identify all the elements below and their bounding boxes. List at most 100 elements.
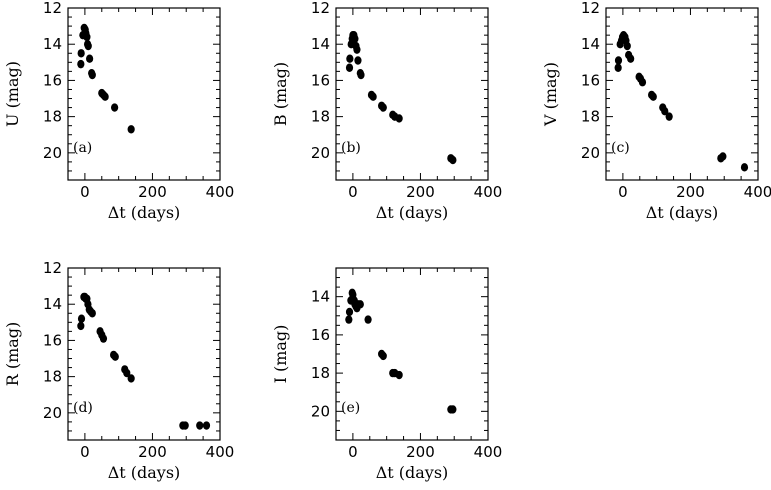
data-point: [623, 41, 631, 51]
y-tick-label: 20: [311, 402, 330, 420]
y-axis-label: U (mag): [3, 61, 22, 127]
y-tick-label: 14: [311, 35, 330, 53]
x-tick-label: 200: [676, 183, 705, 201]
y-axis-label: V (mag): [541, 62, 560, 127]
y-tick-label: 16: [43, 331, 62, 349]
data-point: [353, 45, 361, 54]
data-point: [111, 352, 119, 361]
y-tick-label: 18: [311, 108, 330, 126]
y-tick-label: 12: [43, 0, 62, 17]
x-tick-label: 400: [206, 183, 235, 201]
data-point: [181, 421, 189, 430]
data-point: [84, 41, 92, 51]
x-axis-label: Δt (days): [108, 463, 181, 482]
x-tick-label: 0: [348, 183, 358, 201]
y-tick-label: 14: [43, 295, 62, 313]
data-point: [345, 315, 353, 324]
x-tick-label: 400: [474, 443, 503, 461]
y-tick-label: 16: [311, 326, 330, 344]
y-tick-label: 18: [43, 108, 62, 126]
y-tick-label: 16: [581, 71, 600, 89]
data-point: [127, 125, 135, 134]
x-tick-label: 0: [618, 183, 628, 201]
y-tick-label: 12: [581, 0, 600, 17]
plot-frame: [67, 7, 221, 181]
y-tick-label: 18: [43, 368, 62, 386]
y-axis-label: R (mag): [3, 322, 22, 387]
x-tick-label: 400: [206, 443, 235, 461]
data-point: [379, 103, 387, 112]
x-axis-label: Δt (days): [646, 203, 719, 222]
data-point: [88, 309, 96, 318]
data-point: [123, 368, 131, 378]
data-point: [364, 315, 372, 324]
data-point: [88, 70, 96, 80]
data-point: [111, 103, 119, 112]
data-point: [614, 63, 622, 72]
data-point: [627, 54, 635, 63]
panel-3: 0 200 400 12 14 16 18 20 Δt (days) V (mag) (c): [541, 0, 771, 222]
x-tick-label: 200: [406, 183, 435, 201]
data-point: [101, 92, 109, 101]
data-point: [449, 405, 457, 414]
y-tick-label: 12: [311, 0, 330, 17]
data-point: [665, 112, 673, 121]
data-point: [86, 54, 94, 63]
x-tick-label: 0: [80, 443, 90, 461]
data-point: [369, 92, 377, 101]
y-tick-label: 16: [43, 71, 62, 89]
y-tick-label: 20: [43, 404, 62, 422]
data-point: [357, 70, 365, 80]
x-axis-label: Δt (days): [376, 203, 449, 222]
data-point: [83, 32, 91, 42]
data-point: [395, 114, 403, 123]
plot-frame: [67, 267, 221, 441]
data-point: [638, 78, 647, 87]
panel-tag: (a): [73, 140, 92, 156]
data-point: [345, 63, 354, 72]
x-axis-label: Δt (days): [108, 203, 181, 222]
panel-2: 0 200 400 12 14 16 18 20 Δt (days) B (mag) (b): [271, 0, 502, 222]
y-tick-label: 20: [311, 144, 330, 162]
panel-4: 0 200 400 12 14 16 18 20 Δt (days) R (mag) (d): [3, 259, 234, 482]
x-tick-label: 200: [138, 183, 167, 201]
data-point: [77, 59, 85, 69]
panel-tag: (e): [341, 400, 360, 416]
panel-tag: (c): [611, 140, 630, 156]
plot-frame: [605, 7, 759, 181]
data-point: [719, 152, 727, 161]
data-point: [379, 351, 387, 361]
x-tick-label: 0: [348, 443, 358, 461]
panel-5: 0 200 400 14 16 18 20 Δt (days) I (mag) (e): [271, 267, 503, 482]
data-point: [99, 334, 108, 343]
data-point: [395, 370, 403, 380]
panel-1: 0 200 400 12 14 16 18 20 Δt (days) U (mag) (a): [3, 0, 234, 222]
x-tick-label: 400: [474, 183, 503, 201]
y-tick-label: 20: [43, 144, 62, 162]
x-tick-label: 400: [744, 183, 771, 201]
y-tick-label: 14: [43, 35, 62, 53]
panel-tag: (d): [73, 400, 93, 416]
y-tick-label: 14: [311, 288, 330, 306]
data-point: [77, 49, 85, 58]
y-tick-label: 20: [581, 144, 600, 162]
data-point: [649, 92, 657, 101]
x-axis-label: Δt (days): [376, 463, 449, 482]
data-point: [77, 321, 85, 331]
data-point: [202, 421, 211, 430]
data-point: [354, 56, 362, 65]
panel-tag: (b): [341, 140, 361, 156]
data-point: [345, 307, 354, 317]
y-tick-label: 18: [311, 364, 330, 382]
y-tick-label: 18: [581, 108, 600, 126]
y-axis-label: B (mag): [271, 62, 290, 126]
x-tick-label: 0: [80, 183, 90, 201]
y-tick-label: 16: [311, 71, 330, 89]
x-tick-label: 200: [138, 443, 167, 461]
data-point: [346, 54, 354, 63]
data-point: [196, 421, 204, 430]
data-point: [661, 107, 669, 116]
plot-frame: [335, 7, 489, 181]
data-point: [356, 300, 364, 309]
